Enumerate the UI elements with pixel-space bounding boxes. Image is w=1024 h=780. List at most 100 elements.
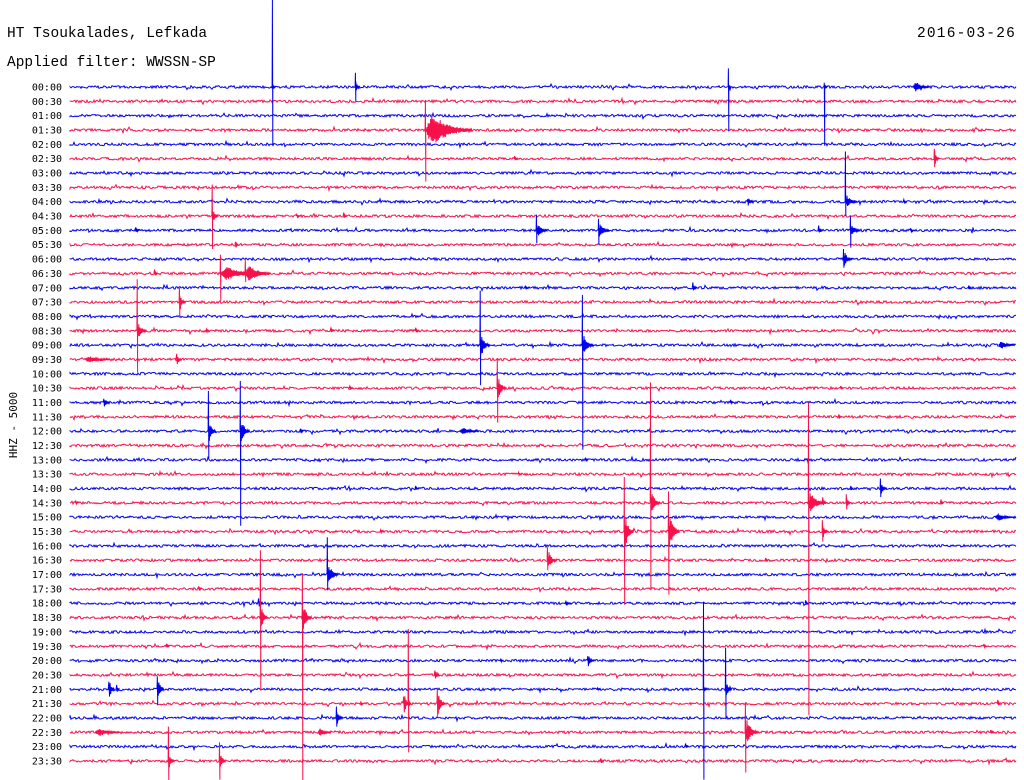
time-tick-label: 00:30 [32, 97, 62, 108]
time-tick-label: 23:30 [32, 757, 62, 768]
trace-line [69, 685, 1017, 694]
event-waveform [599, 758, 604, 764]
y-axis-label: HHZ - 5000 [7, 392, 20, 458]
time-tick-label: 11:30 [32, 412, 62, 423]
event-waveform [165, 643, 170, 648]
time-tick-label: 17:00 [32, 570, 62, 581]
trace-line [69, 613, 1017, 622]
event-waveform [584, 457, 589, 462]
event-waveform [837, 414, 842, 420]
event-waveform [167, 726, 175, 780]
event-waveform [115, 684, 120, 692]
event-waveform [849, 216, 860, 248]
trace-line [69, 484, 1017, 493]
event-waveform [479, 290, 490, 386]
trace-line [69, 111, 1017, 121]
event-waveform [691, 282, 698, 291]
trace-line [69, 371, 1017, 379]
event-waveform [804, 600, 809, 605]
time-tick-label: 16:30 [32, 556, 62, 567]
event-waveform [546, 547, 557, 571]
event-waveform [902, 197, 907, 205]
event-group [74, 0, 1015, 780]
event-waveform [259, 550, 269, 691]
event-waveform [84, 356, 111, 363]
time-tick-label: 11:00 [32, 398, 62, 409]
station-title: HT Tsoukalades, Lefkada [7, 26, 207, 42]
time-tick-label: 13:00 [32, 455, 62, 466]
event-waveform [996, 699, 1001, 706]
time-tick-label: 23:00 [32, 742, 62, 753]
trace-line [69, 455, 1017, 465]
event-waveform [234, 241, 239, 247]
trace-line [69, 713, 1017, 723]
event-waveform [326, 537, 339, 591]
trace-line [69, 427, 1016, 436]
event-waveform [175, 353, 182, 365]
event-waveform [211, 184, 219, 250]
event-waveform [845, 494, 852, 510]
event-waveform [359, 700, 364, 707]
time-tick-label: 10:30 [32, 384, 62, 395]
time-tick-label: 04:30 [32, 212, 62, 223]
event-waveform [517, 470, 522, 477]
time-tick-label: 09:00 [32, 341, 62, 352]
event-waveform [205, 327, 210, 334]
time-tick-label: 03:30 [32, 183, 62, 194]
time-tick-label: 10:00 [32, 369, 62, 380]
time-tick-label: 06:00 [32, 255, 62, 266]
event-waveform [989, 729, 994, 734]
date-label: 2016-03-26 [917, 26, 1016, 42]
event-waveform [821, 497, 828, 506]
event-waveform [436, 687, 446, 717]
time-tick-label: 02:30 [32, 154, 62, 165]
event-waveform [817, 225, 823, 233]
event-waveform [807, 402, 825, 716]
trace-line [69, 355, 1017, 365]
trace-line [69, 397, 1017, 408]
time-tick-label: 17:30 [32, 584, 62, 595]
event-waveform [982, 643, 987, 650]
trace-line [69, 240, 1017, 249]
event-waveform [499, 657, 504, 664]
event-waveform [746, 198, 754, 206]
time-tick-label: 07:00 [32, 283, 62, 294]
trace-line [69, 168, 1017, 178]
event-waveform [513, 155, 518, 161]
event-waveform [684, 743, 689, 748]
time-tick-label: 20:30 [32, 670, 62, 681]
event-waveform [379, 528, 384, 535]
trace-line [69, 527, 1017, 536]
event-waveform [219, 254, 265, 301]
trace-line [69, 641, 1017, 651]
event-waveform [178, 286, 186, 318]
event-waveform [933, 148, 940, 168]
event-waveform [496, 357, 507, 423]
time-tick-label: 14:30 [32, 498, 62, 509]
event-waveform [744, 702, 759, 773]
time-tick-label: 03:00 [32, 169, 62, 180]
time-tick-label: 02:00 [32, 140, 62, 151]
event-waveform [524, 284, 529, 290]
event-waveform [823, 82, 828, 146]
event-waveform [244, 259, 271, 283]
event-waveform [136, 279, 147, 373]
event-waveform [849, 485, 854, 491]
event-waveform [844, 151, 859, 217]
event-waveform [597, 218, 610, 245]
time-tick-label: 21:30 [32, 699, 62, 710]
trace-line [69, 139, 1017, 149]
trace-line [69, 183, 1017, 193]
event-waveform [317, 728, 331, 736]
event-waveform [153, 269, 158, 276]
event-waveform [107, 681, 115, 697]
trace-line [69, 656, 1017, 665]
time-tick-label: 19:00 [32, 627, 62, 638]
time-tick-label: 09:30 [32, 355, 62, 366]
event-waveform [821, 520, 829, 542]
event-waveform [623, 476, 634, 605]
event-waveform [649, 382, 661, 591]
trace-line [69, 211, 1017, 220]
event-waveform [839, 385, 844, 390]
